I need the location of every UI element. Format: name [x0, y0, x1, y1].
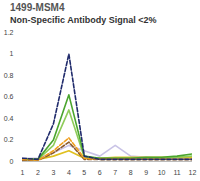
svg-text:4: 4 [67, 169, 71, 176]
svg-text:0.6: 0.6 [4, 93, 14, 100]
svg-text:8: 8 [129, 169, 133, 176]
svg-text:12: 12 [189, 169, 197, 176]
svg-text:11: 11 [173, 169, 180, 176]
svg-text:0.4: 0.4 [4, 115, 14, 122]
svg-text:2: 2 [36, 169, 40, 176]
svg-text:6: 6 [98, 169, 102, 176]
html-text:1499-MSM4: 1499-MSM4 [10, 2, 65, 13]
svg-text:1: 1 [21, 169, 25, 176]
svg-text:7: 7 [113, 169, 117, 176]
svg-text:10: 10 [158, 169, 166, 176]
svg-text:9: 9 [144, 169, 148, 176]
svg-text:5: 5 [82, 169, 86, 176]
svg-text:3: 3 [51, 169, 55, 176]
svg-text:0.2: 0.2 [4, 136, 14, 143]
svg-text:1.2: 1.2 [4, 29, 14, 36]
svg-text:0.8: 0.8 [4, 72, 14, 79]
svg-text:0: 0 [10, 158, 14, 165]
svg-text:1: 1 [10, 50, 14, 57]
html-text:Non-Specific Antibody Signal <: Non-Specific Antibody Signal <2% [10, 15, 157, 25]
